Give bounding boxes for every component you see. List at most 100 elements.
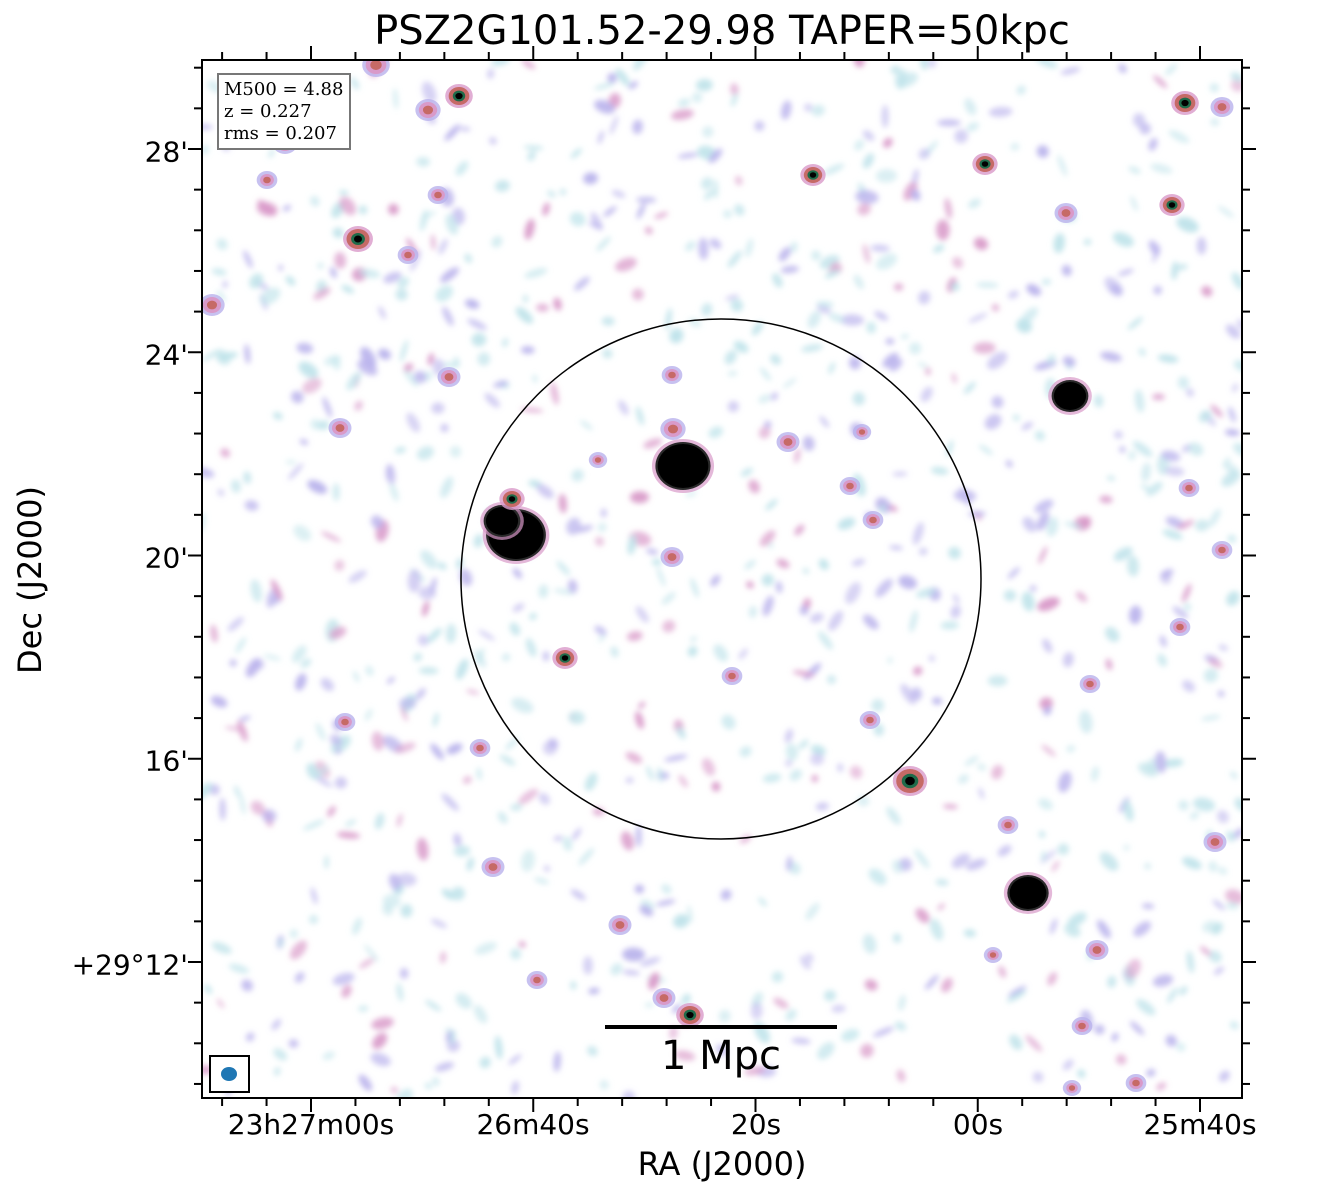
- noise-blob: [427, 352, 435, 366]
- noise-blob: [762, 595, 774, 617]
- noise-blob: [313, 287, 331, 300]
- noise-blob: [446, 743, 463, 755]
- noise-blob: [802, 567, 810, 575]
- noise-blob: [785, 743, 799, 761]
- noise-blob: [397, 276, 410, 289]
- noise-blob: [625, 752, 643, 764]
- noise-blob: [511, 697, 534, 714]
- noise-blob: [1125, 958, 1141, 979]
- noise-blob: [216, 998, 225, 1009]
- noise-blob: [476, 767, 482, 781]
- noise-blob: [636, 202, 646, 220]
- noise-blob: [912, 522, 924, 545]
- noise-blob: [639, 905, 654, 917]
- noise-blob: [243, 250, 253, 269]
- noise-blob: [327, 805, 336, 817]
- noise-blob: [976, 282, 999, 288]
- noise-blob: [987, 351, 1008, 370]
- noise-blob: [1061, 264, 1072, 277]
- noise-blob: [610, 646, 619, 658]
- noise-blob: [570, 889, 586, 901]
- noise-blob: [336, 831, 361, 839]
- x-axis-label: RA (J2000): [637, 1145, 807, 1183]
- noise-blob: [348, 570, 367, 583]
- noise-blob: [866, 321, 877, 334]
- noise-blob: [1231, 272, 1242, 290]
- noise-blob: [424, 1082, 432, 1090]
- noise-blob: [272, 411, 283, 420]
- noise-blob: [515, 306, 534, 324]
- noise-blob: [874, 311, 889, 321]
- noise-blob: [841, 1028, 860, 1042]
- noise-blob: [1225, 889, 1242, 904]
- noise-blob: [1127, 316, 1143, 330]
- noise-blob: [1176, 216, 1199, 233]
- noise-blob: [780, 100, 792, 120]
- noise-blob: [1227, 534, 1237, 543]
- noise-blob: [862, 153, 875, 169]
- noise-blob: [1123, 844, 1130, 851]
- noise-blob: [1189, 811, 1199, 820]
- noise-blob: [1212, 899, 1226, 911]
- noise-blob: [840, 314, 864, 326]
- noise-blob: [644, 226, 653, 235]
- noise-blob: [628, 81, 638, 90]
- noise-blob: [416, 446, 434, 460]
- noise-blob: [973, 237, 989, 251]
- noise-blob: [611, 189, 626, 198]
- noise-blob: [584, 772, 598, 791]
- radio-source: [846, 482, 854, 490]
- noise-blob: [590, 212, 603, 231]
- noise-blob: [1036, 60, 1058, 69]
- noise-blob: [578, 848, 595, 866]
- noise-blob: [828, 610, 844, 631]
- noise-blob: [1041, 850, 1047, 862]
- noise-blob: [358, 957, 375, 969]
- noise-blob: [1016, 85, 1026, 95]
- noise-blob: [1200, 946, 1212, 956]
- noise-blob: [669, 328, 684, 344]
- noise-blob: [358, 205, 368, 215]
- noise-blob: [455, 993, 472, 1009]
- noise-blob: [754, 120, 765, 132]
- noise-blob: [285, 459, 297, 465]
- noise-blob: [1231, 383, 1239, 393]
- noise-blob: [558, 493, 567, 514]
- noise-blob: [942, 804, 958, 810]
- noise-blob: [403, 363, 414, 372]
- noise-blob: [815, 802, 829, 811]
- noise-blob: [400, 339, 408, 362]
- noise-blob: [499, 754, 516, 766]
- noise-blob: [415, 688, 426, 700]
- noise-blob: [1049, 918, 1058, 935]
- noise-blob: [566, 517, 581, 535]
- noise-blob: [219, 797, 226, 821]
- noise-blob: [202, 782, 213, 801]
- noise-blob: [341, 984, 352, 998]
- noise-blob: [1159, 571, 1172, 585]
- noise-blob: [332, 227, 344, 239]
- noise-blob: [758, 426, 771, 439]
- noise-blob: [370, 515, 384, 529]
- noise-blob: [521, 60, 536, 70]
- noise-blob: [453, 833, 462, 847]
- noise-blob: [489, 137, 497, 145]
- noise-blob: [871, 698, 885, 712]
- noise-blob: [809, 613, 824, 623]
- noise-blob: [698, 237, 709, 260]
- noise-blob: [329, 266, 337, 279]
- noise-blob: [1229, 1021, 1239, 1030]
- noise-blob: [687, 646, 698, 657]
- noise-blob: [378, 348, 391, 360]
- noise-blob: [1153, 285, 1163, 295]
- noise-blob: [211, 941, 232, 954]
- noise-blob: [790, 241, 798, 253]
- noise-blob: [716, 1044, 728, 1057]
- noise-blob: [988, 106, 1013, 117]
- noise-blob: [417, 634, 429, 646]
- noise-blob: [953, 489, 977, 502]
- noise-blob: [950, 282, 960, 291]
- noise-blob: [789, 769, 803, 781]
- radio-source: [422, 105, 434, 115]
